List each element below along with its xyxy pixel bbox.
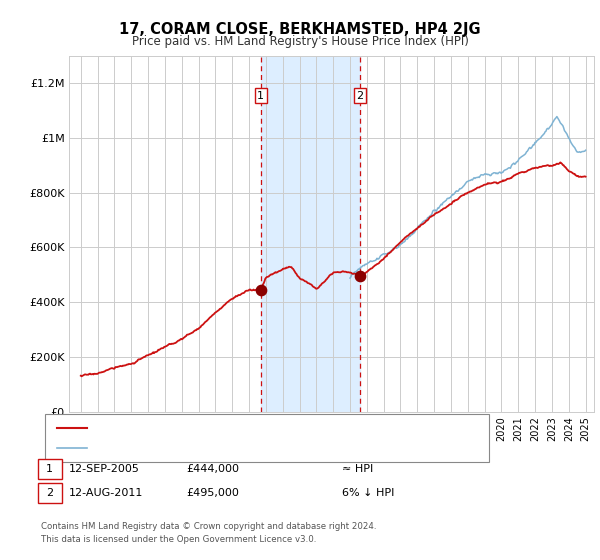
Point bbox=[256, 286, 266, 295]
Text: 17, CORAM CLOSE, BERKHAMSTED, HP4 2JG (detached house): 17, CORAM CLOSE, BERKHAMSTED, HP4 2JG (d… bbox=[93, 423, 417, 433]
Text: Contains HM Land Registry data © Crown copyright and database right 2024.: Contains HM Land Registry data © Crown c… bbox=[41, 522, 376, 531]
Text: 17, CORAM CLOSE, BERKHAMSTED, HP4 2JG: 17, CORAM CLOSE, BERKHAMSTED, HP4 2JG bbox=[119, 22, 481, 38]
Text: Price paid vs. HM Land Registry's House Price Index (HPI): Price paid vs. HM Land Registry's House … bbox=[131, 35, 469, 48]
Text: HPI: Average price, detached house, Dacorum: HPI: Average price, detached house, Daco… bbox=[93, 443, 334, 453]
Text: ≈ HPI: ≈ HPI bbox=[342, 464, 373, 474]
Text: £495,000: £495,000 bbox=[186, 488, 239, 498]
Text: 2: 2 bbox=[356, 91, 364, 101]
Text: £444,000: £444,000 bbox=[186, 464, 239, 474]
Text: This data is licensed under the Open Government Licence v3.0.: This data is licensed under the Open Gov… bbox=[41, 535, 316, 544]
Text: 2: 2 bbox=[46, 488, 53, 498]
Text: 6% ↓ HPI: 6% ↓ HPI bbox=[342, 488, 394, 498]
Point bbox=[355, 272, 365, 281]
Text: 12-AUG-2011: 12-AUG-2011 bbox=[69, 488, 143, 498]
Text: 1: 1 bbox=[46, 464, 53, 474]
Text: 12-SEP-2005: 12-SEP-2005 bbox=[69, 464, 140, 474]
Text: 1: 1 bbox=[257, 91, 265, 101]
Bar bbox=[261, 56, 360, 412]
